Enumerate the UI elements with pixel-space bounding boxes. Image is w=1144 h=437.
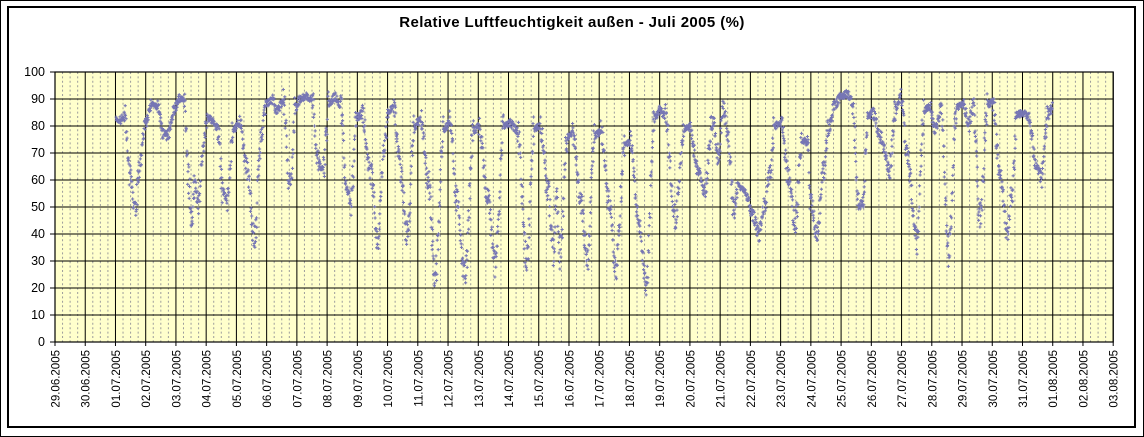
x-axis-label: 06.07.2005	[262, 350, 274, 408]
chart-title: Relative Luftfeuchtigkeit außen - Juli 2…	[399, 14, 745, 31]
plot-outline	[54, 71, 1114, 343]
y-axis-label: 20	[31, 281, 45, 295]
x-axis-label: 20.07.2005	[685, 350, 697, 408]
y-axis-label: 40	[31, 227, 45, 241]
x-axis-label: 28.07.2005	[927, 350, 939, 408]
y-axis-label: 80	[31, 119, 45, 133]
x-axis-label: 14.07.2005	[504, 350, 516, 408]
x-axis-label: 12.07.2005	[444, 350, 456, 408]
x-axis-label: 25.07.2005	[837, 350, 849, 408]
x-axis-label: 01.07.2005	[111, 350, 123, 408]
x-axis-label: 03.07.2005	[171, 350, 183, 408]
y-axis-label: 50	[31, 200, 45, 214]
y-axis-label: 90	[31, 92, 45, 106]
x-axis-label: 30.06.2005	[81, 350, 93, 408]
x-axis-label: 22.07.2005	[746, 350, 758, 408]
x-axis-label: 16.07.2005	[564, 350, 576, 408]
x-axis-label: 10.07.2005	[383, 350, 395, 408]
x-axis-label: 18.07.2005	[625, 350, 637, 408]
x-axis-label: 29.06.2005	[51, 350, 63, 408]
x-axis-label: 03.08.2005	[1109, 350, 1121, 408]
x-axis-label: 26.07.2005	[867, 350, 879, 408]
x-axis-label: 30.07.2005	[988, 350, 1000, 408]
x-axis-label: 21.07.2005	[716, 350, 728, 408]
x-axis-label: 02.08.2005	[1078, 350, 1090, 408]
x-axis-label: 02.07.2005	[141, 350, 153, 408]
x-axis-label: 24.07.2005	[806, 350, 818, 408]
x-axis-label: 04.07.2005	[202, 350, 214, 408]
y-axis-label: 100	[24, 65, 45, 79]
minor-gridlines	[62, 72, 1107, 342]
x-axis-label: 29.07.2005	[958, 350, 970, 408]
x-axis-label: 08.07.2005	[323, 350, 335, 408]
y-axis-label: 0	[38, 335, 45, 349]
y-axis-labels: 0 10 20 30 40 50 60 70 80 90 100	[24, 65, 45, 349]
x-axis-label: 31.07.2005	[1018, 350, 1030, 408]
x-axis-label: 19.07.2005	[655, 350, 667, 408]
y-axis-label: 10	[31, 308, 45, 322]
x-axis-label: 09.07.2005	[353, 350, 365, 408]
x-axis-label: 15.07.2005	[534, 350, 546, 408]
x-axis-label: 11.07.2005	[413, 350, 425, 407]
x-axis-labels: 29.06.2005 30.06.2005 01.07.2005 02.07.2005…	[51, 350, 1121, 408]
y-axis-label: 60	[31, 173, 45, 187]
x-axis-label: 23.07.2005	[776, 350, 788, 408]
x-axis-label: 17.07.2005	[595, 350, 607, 408]
x-axis-label: 01.08.2005	[1048, 350, 1060, 408]
x-axis-label: 05.07.2005	[232, 350, 244, 408]
humidity-series	[114, 87, 1054, 297]
x-axis-label: 13.07.2005	[474, 350, 486, 408]
y-axis-label: 30	[31, 254, 45, 268]
axis-ticks	[50, 71, 1114, 346]
y-axis-label: 70	[31, 146, 45, 160]
x-axis-label: 27.07.2005	[897, 350, 909, 408]
x-axis-label: 07.07.2005	[292, 350, 304, 408]
